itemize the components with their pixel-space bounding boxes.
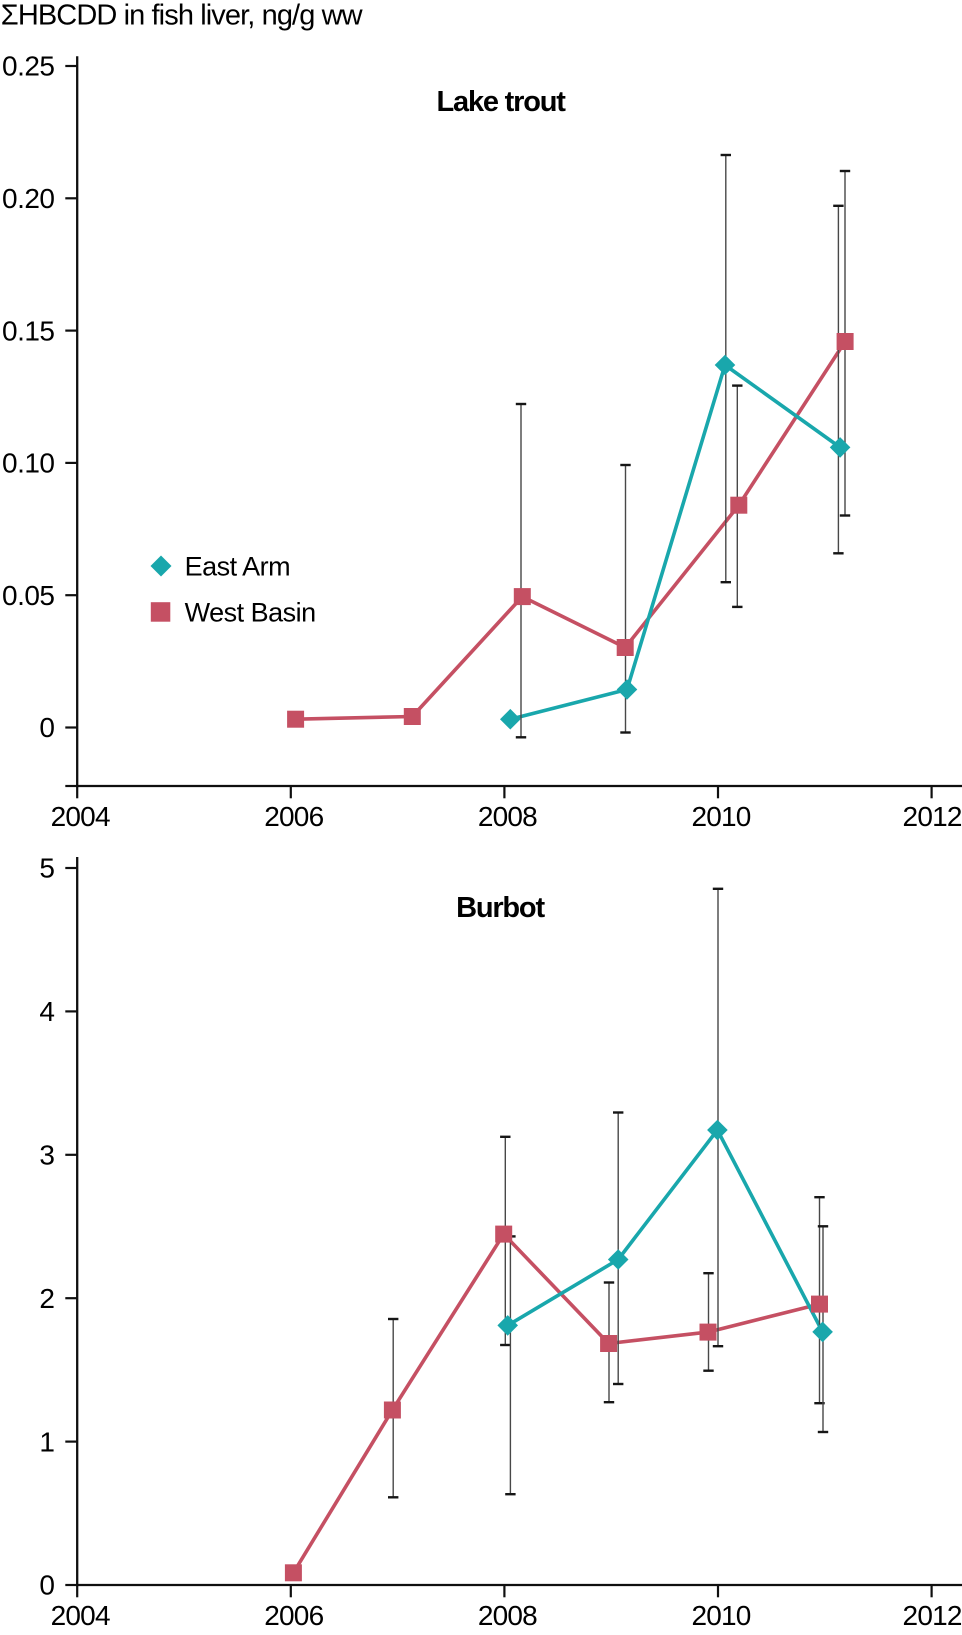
svg-text:2010: 2010: [691, 1600, 750, 1630]
svg-text:0: 0: [39, 1570, 54, 1601]
svg-text:0: 0: [39, 712, 54, 743]
svg-text:2006: 2006: [264, 801, 323, 832]
svg-text:Lake trout: Lake trout: [437, 86, 567, 118]
svg-text:0.10: 0.10: [2, 448, 55, 479]
svg-text:2004: 2004: [51, 801, 110, 832]
svg-text:ΣHBCDD in fish liver, ng/g ww: ΣHBCDD in fish liver, ng/g ww: [1, 0, 364, 32]
svg-text:Burbot: Burbot: [456, 892, 545, 924]
svg-text:3: 3: [39, 1140, 54, 1171]
svg-text:4: 4: [39, 996, 54, 1027]
svg-text:2012: 2012: [903, 1600, 962, 1630]
svg-text:2012: 2012: [903, 801, 962, 832]
svg-text:0.15: 0.15: [2, 315, 55, 346]
svg-text:0.20: 0.20: [2, 183, 55, 214]
svg-text:2004: 2004: [51, 1600, 110, 1630]
svg-text:2010: 2010: [691, 801, 750, 832]
svg-text:2008: 2008: [478, 801, 537, 832]
svg-text:5: 5: [39, 853, 54, 884]
svg-text:2006: 2006: [264, 1600, 323, 1630]
svg-text:1: 1: [39, 1426, 54, 1457]
svg-text:0.25: 0.25: [2, 51, 55, 82]
svg-text:0.05: 0.05: [2, 580, 55, 611]
svg-text:2: 2: [39, 1283, 54, 1314]
svg-text:East Arm: East Arm: [185, 551, 291, 581]
svg-text:2008: 2008: [478, 1600, 537, 1630]
svg-text:West Basin: West Basin: [185, 598, 316, 628]
